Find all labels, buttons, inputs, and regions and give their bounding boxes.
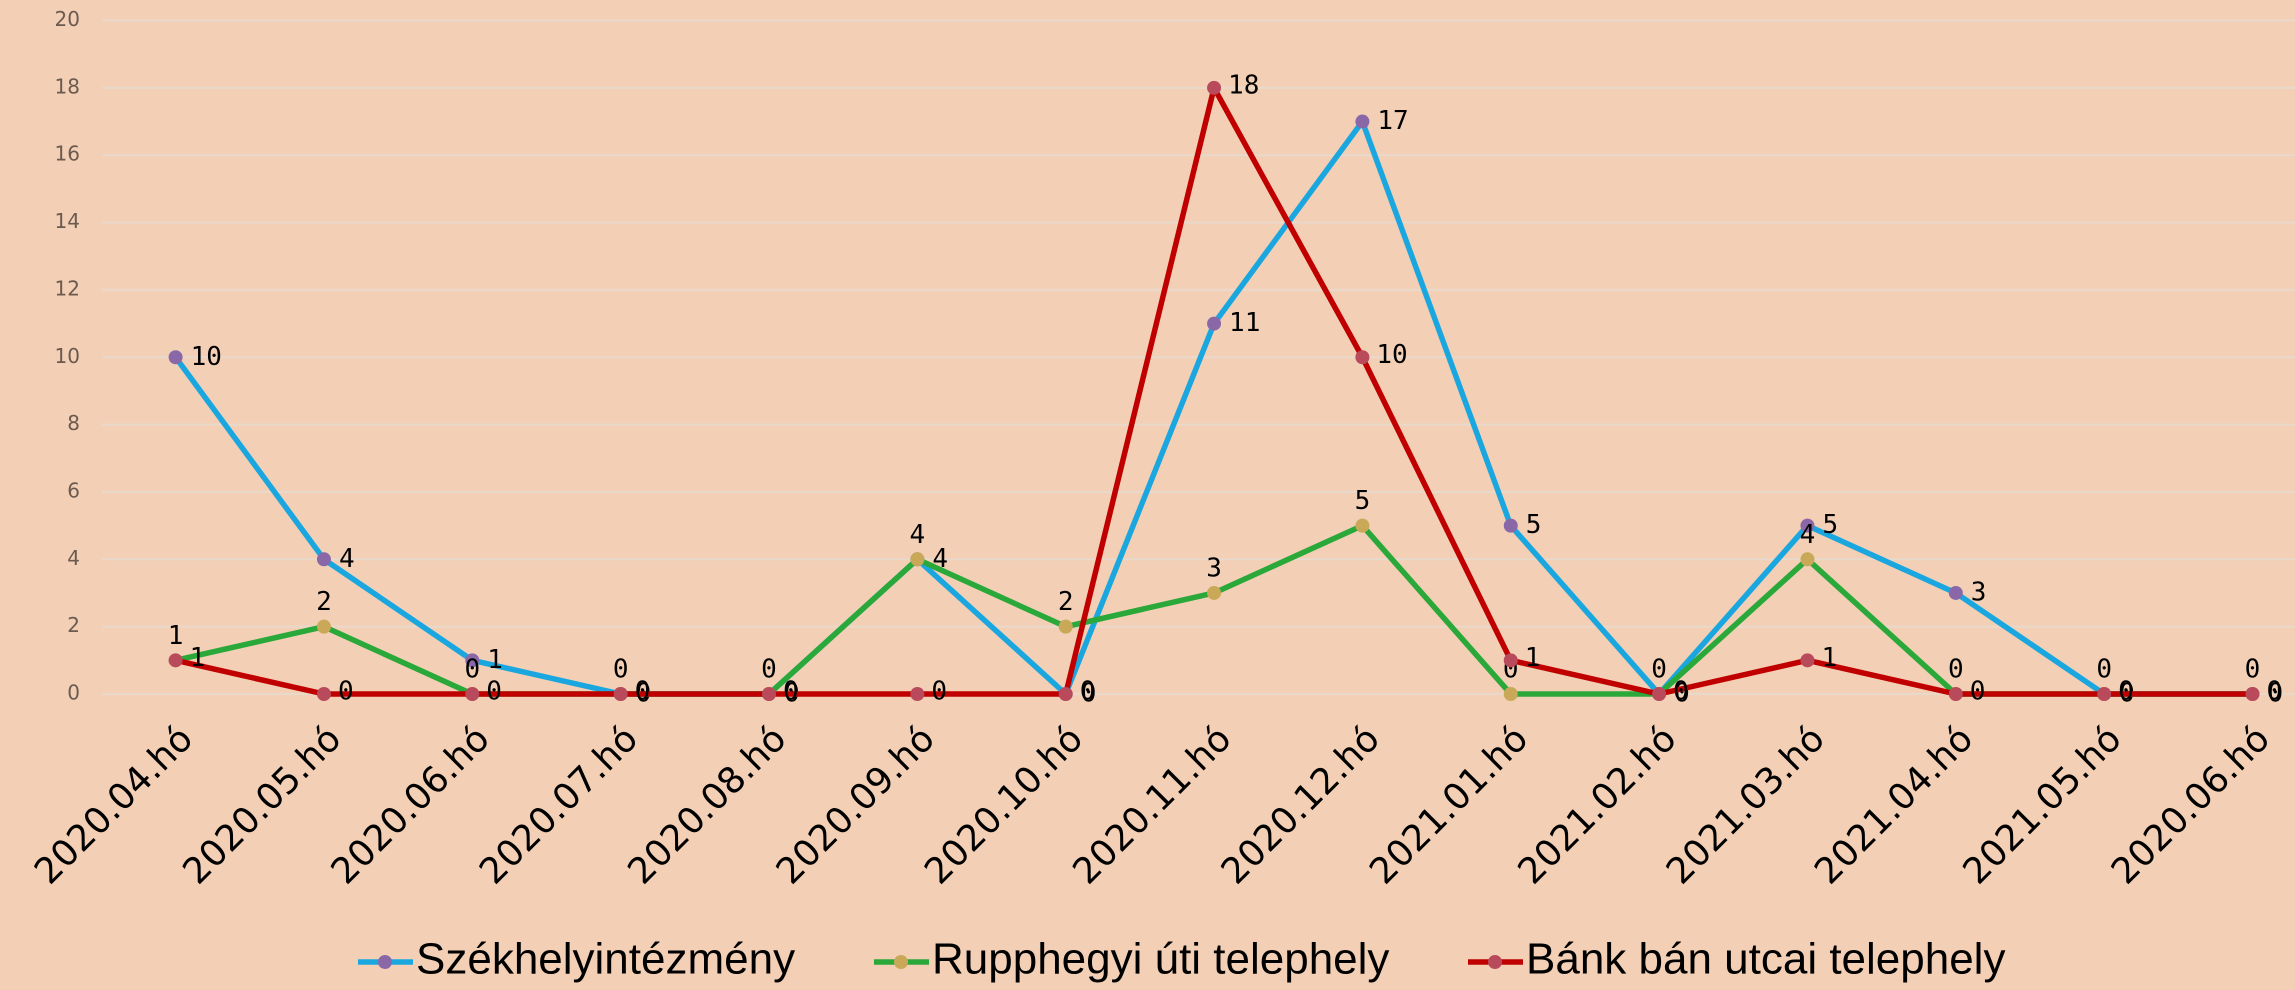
y-tick-label: 16 (55, 142, 80, 166)
point (168, 350, 183, 365)
data-label: 4 (910, 520, 926, 550)
point (1503, 687, 1518, 701)
point (2245, 687, 2260, 701)
data-label: 3 (1206, 553, 1222, 583)
data-label: 0 (783, 677, 799, 707)
data-label: 0 (2267, 677, 2283, 707)
point (316, 619, 331, 634)
data-label: 4 (1800, 520, 1816, 550)
y-tick-label: 6 (67, 478, 80, 502)
data-label: 5 (1355, 486, 1371, 516)
point (1058, 619, 1073, 634)
data-label: 17 (1377, 106, 1408, 136)
point (1800, 653, 1815, 668)
point (1652, 687, 1667, 701)
data-label: 0 (2268, 679, 2284, 709)
data-label: 4 (339, 544, 355, 574)
data-label: 0 (338, 677, 354, 707)
point (613, 687, 628, 701)
point (316, 552, 331, 567)
point (1355, 350, 1370, 365)
data-label: 5 (1822, 510, 1838, 540)
data-label: 3 (1971, 577, 1987, 607)
data-label: 1 (190, 643, 206, 673)
data-label: 0 (2096, 655, 2112, 685)
data-label: 2 (1058, 587, 1074, 617)
data-label: 10 (1376, 340, 1407, 370)
legend-label: Bánk bán utcai telephely (1526, 935, 2005, 984)
data-label: 10 (191, 342, 222, 372)
point (1503, 518, 1518, 533)
data-label: 1 (1821, 643, 1837, 673)
point (1800, 518, 1815, 533)
data-label: 18 (1228, 70, 1259, 100)
legend-marker (378, 955, 392, 969)
data-label: 2 (316, 587, 332, 617)
data-label: 0 (1081, 679, 1097, 709)
y-tick-label: 0 (67, 681, 80, 705)
y-tick-label: 18 (55, 74, 80, 98)
point (465, 687, 480, 701)
data-label: 0 (613, 655, 629, 685)
data-label: 5 (1526, 510, 1542, 540)
point (910, 552, 925, 567)
data-label: 1 (1525, 643, 1541, 673)
point (910, 687, 925, 701)
point (168, 653, 183, 668)
y-tick-label: 20 (55, 7, 80, 31)
data-label: 0 (1948, 655, 1964, 685)
data-label: 0 (931, 677, 947, 707)
point (1948, 585, 1963, 600)
point (762, 687, 776, 701)
point (1207, 316, 1222, 331)
data-label: 0 (1080, 677, 1096, 707)
data-label: 0 (464, 655, 480, 685)
data-label: 0 (2245, 655, 2261, 685)
legend-label: Rupphegyi úti telephely (932, 935, 1389, 984)
data-label: 0 (1673, 677, 1689, 707)
data-label: 1 (487, 645, 503, 675)
point (1058, 687, 1073, 701)
y-tick-label: 4 (67, 546, 80, 570)
data-label: 0 (2118, 677, 2134, 707)
point (1800, 552, 1815, 567)
point (465, 653, 480, 668)
y-tick-label: 2 (67, 613, 80, 637)
point (1207, 585, 1222, 600)
data-label: 11 (1229, 308, 1260, 338)
point (1207, 80, 1222, 95)
point (1503, 653, 1518, 668)
data-label: 0 (761, 655, 777, 685)
data-label: 0 (1651, 655, 1667, 685)
legend-marker (894, 955, 908, 969)
point (2097, 687, 2112, 701)
y-tick-label: 10 (55, 344, 80, 368)
data-label: 0 (635, 677, 651, 707)
y-tick-label: 14 (55, 209, 80, 233)
point (1948, 687, 1963, 701)
legend-marker (1488, 955, 1502, 969)
legend-label: Székhelyintézmény (416, 935, 795, 984)
y-tick-label: 8 (67, 411, 80, 435)
y-tick-label: 12 (55, 276, 80, 300)
data-label: 0 (1970, 677, 1986, 707)
point (1355, 518, 1370, 533)
data-label: 1 (168, 621, 184, 651)
point (316, 687, 331, 701)
point (1355, 114, 1370, 129)
data-label: 0 (486, 677, 502, 707)
